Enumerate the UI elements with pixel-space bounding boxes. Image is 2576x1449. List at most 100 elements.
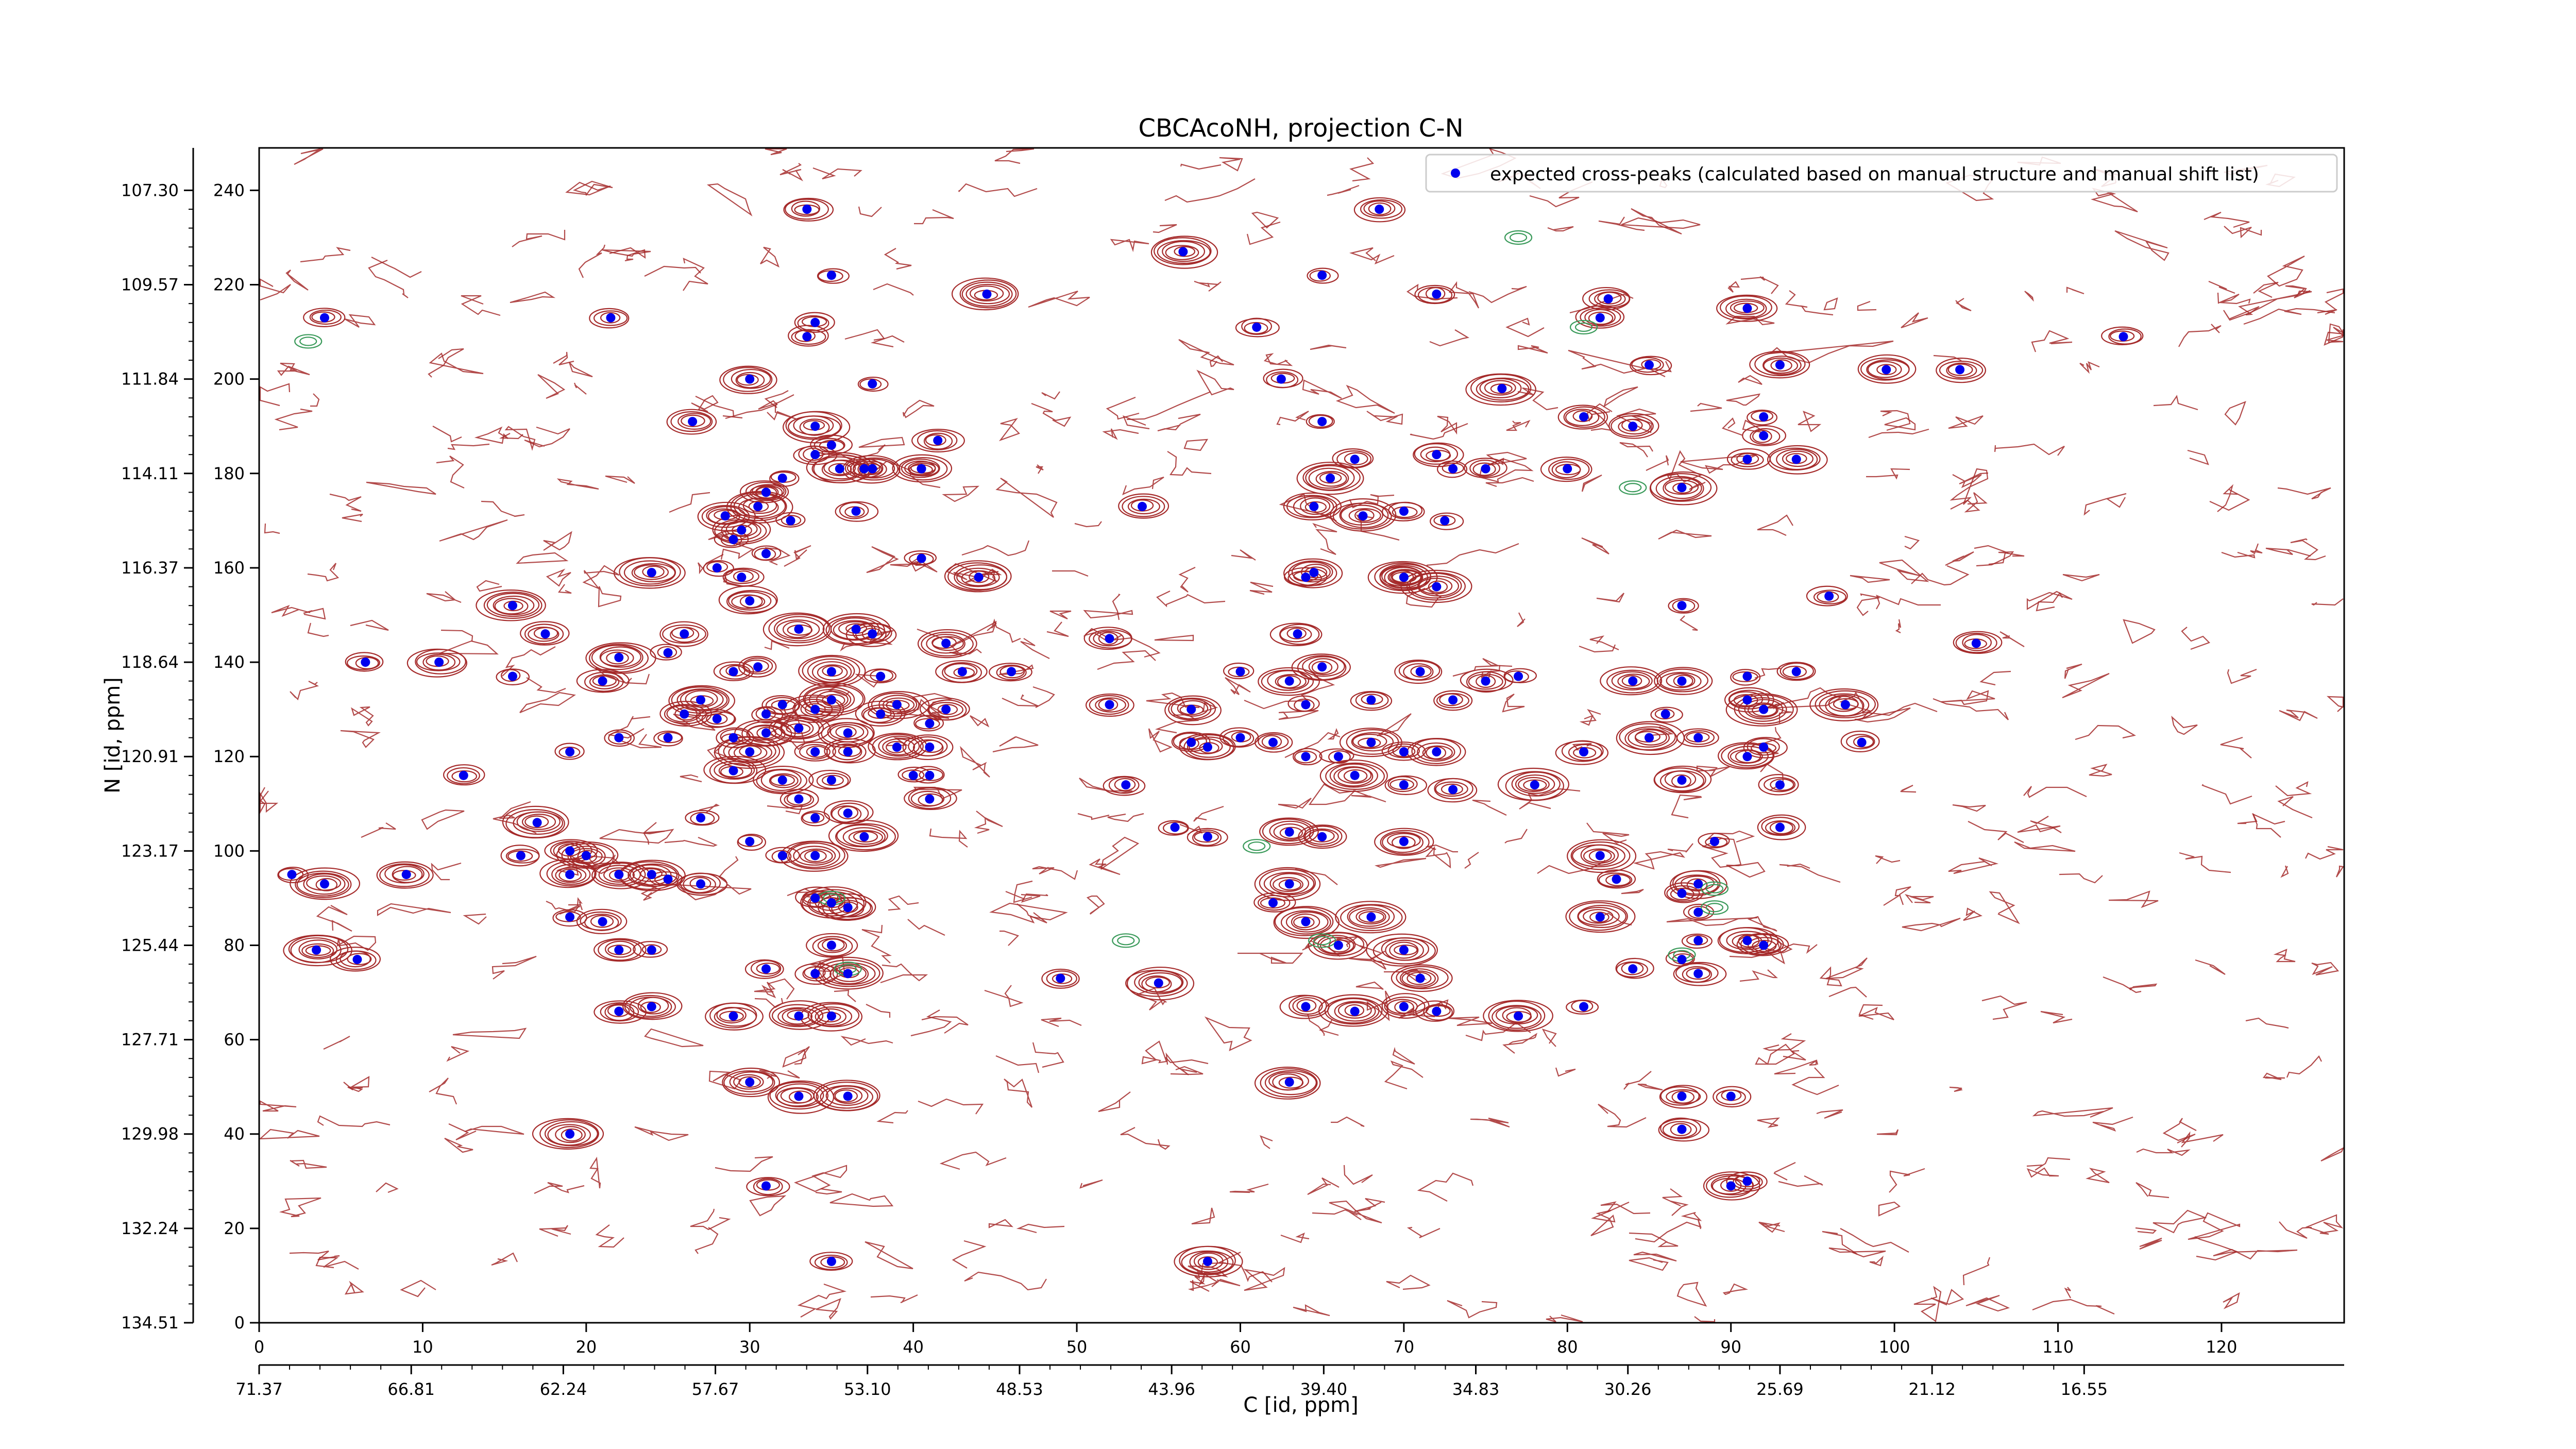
noise-contour: [902, 399, 935, 418]
cross-peak-marker: [1366, 695, 1376, 705]
x-tick-label: 0: [254, 1337, 264, 1357]
peak-contour: [1472, 462, 1496, 476]
peak-contour: [1725, 298, 1767, 319]
peak-contour: [1374, 828, 1434, 856]
peak-contour: [528, 627, 560, 642]
noise-contour: [1278, 710, 1319, 720]
cross-peak-marker: [810, 450, 820, 460]
peak-contour: [1660, 1086, 1700, 1106]
peak-contour: [1162, 241, 1206, 262]
peak-contour: [1304, 566, 1328, 579]
cross-peak-marker: [1791, 667, 1801, 677]
noise-contour: [1667, 450, 1702, 483]
noise-contour: [1219, 157, 1243, 172]
peak-contour: [791, 329, 826, 345]
y-ppm-tick-label: 127.71: [121, 1030, 179, 1050]
cross-peak-marker: [565, 870, 575, 880]
peak-contour: [1179, 733, 1236, 761]
cross-peak-marker: [1121, 780, 1131, 790]
cross-peak-marker: [1579, 1002, 1589, 1012]
peak-contour: [788, 415, 841, 439]
noise-contour: [340, 730, 381, 748]
cross-peak-marker: [1775, 822, 1785, 832]
noise-contour: [1086, 895, 1105, 915]
peak-contour: [1254, 867, 1321, 901]
peak-contour: [1440, 783, 1463, 795]
noise-contour: [274, 408, 313, 431]
noise-contour: [1204, 1016, 1252, 1051]
peak-contour: [714, 761, 755, 780]
peak-contour: [1630, 356, 1672, 376]
peak-contour: [959, 279, 1017, 309]
peak-contour: [1164, 695, 1222, 726]
plot-frame: [258, 147, 2345, 1324]
noise-contour: [1211, 1278, 1241, 1287]
noise-contour: [534, 1182, 585, 1194]
peak-contour: [657, 646, 677, 659]
noise-contour: [290, 1159, 327, 1169]
noise-contour: [492, 955, 537, 980]
noise-contour: [2273, 949, 2296, 963]
noise-contour: [1004, 1079, 1033, 1108]
x-tick-label: 120: [2206, 1337, 2237, 1357]
peak-contour: [295, 870, 352, 898]
noise-contour: [1879, 559, 1929, 582]
peak-contour: [1283, 558, 1343, 588]
noise-contour: [2032, 1299, 2115, 1315]
noise-contour: [1779, 863, 1841, 883]
noise-contour: [323, 1036, 350, 1050]
peak-contour: [1724, 687, 1774, 713]
peak-contour: [1744, 699, 1784, 720]
peak-contour: [961, 570, 995, 586]
noise-contour: [2091, 188, 2138, 213]
noise-contour: [2327, 696, 2344, 712]
legend: expected cross-peaks (calculated based o…: [1425, 154, 2338, 193]
noise-contour: [559, 897, 583, 915]
noise-contour: [1854, 707, 1911, 723]
noise-contour: [428, 348, 464, 378]
peak-contour: [1673, 962, 1727, 986]
peak-contour: [1353, 197, 1406, 223]
noise-contour: [1112, 594, 1121, 620]
noise-contour: [1589, 635, 1619, 651]
cross-peak-marker: [794, 1091, 804, 1101]
noise-contour: [1355, 981, 1384, 990]
noise-contour: [2181, 1131, 2224, 1148]
peak-contour: [539, 1119, 599, 1149]
noise-contour: [461, 295, 501, 316]
peak-contour: [1154, 237, 1212, 265]
cross-peak-marker: [1366, 912, 1376, 922]
peak-contour: [1565, 900, 1636, 933]
noise-contour: [765, 148, 787, 156]
peak-contour: [1261, 669, 1314, 694]
cross-peak-marker: [565, 912, 575, 922]
noise-contour: [2224, 401, 2246, 426]
cross-peak-marker: [1317, 417, 1327, 427]
peak-contour: [1483, 1000, 1553, 1032]
peak-contour: [606, 651, 629, 665]
peak-contour: [797, 315, 829, 331]
noise-contour: [2079, 361, 2100, 374]
noise-contour: [1579, 709, 1601, 726]
noise-contour: [994, 148, 1035, 164]
cross-peak-marker: [1284, 827, 1294, 837]
noise-contour: [644, 265, 701, 277]
peak-contour: [706, 713, 728, 725]
noise-contour: [2031, 330, 2073, 352]
noise-contour: [512, 230, 566, 247]
peak-contour: [736, 374, 759, 386]
cross-peak-marker: [1440, 516, 1450, 526]
noise-contour: [1690, 402, 1722, 412]
cross-peak-marker: [810, 704, 820, 714]
cross-peak-marker: [843, 728, 853, 738]
peak-contour: [1589, 912, 1609, 923]
peak-contour: [685, 810, 720, 826]
noise-contour: [1707, 830, 1755, 843]
peak-contour: [1302, 656, 1345, 677]
peak-contour: [1656, 668, 1708, 693]
noise-contour: [1041, 391, 1060, 400]
noise-contour: [1581, 474, 1602, 492]
noise-contour: [2290, 538, 2326, 561]
peak-markers: [287, 205, 2128, 1266]
noise-contour: [1568, 349, 1646, 374]
